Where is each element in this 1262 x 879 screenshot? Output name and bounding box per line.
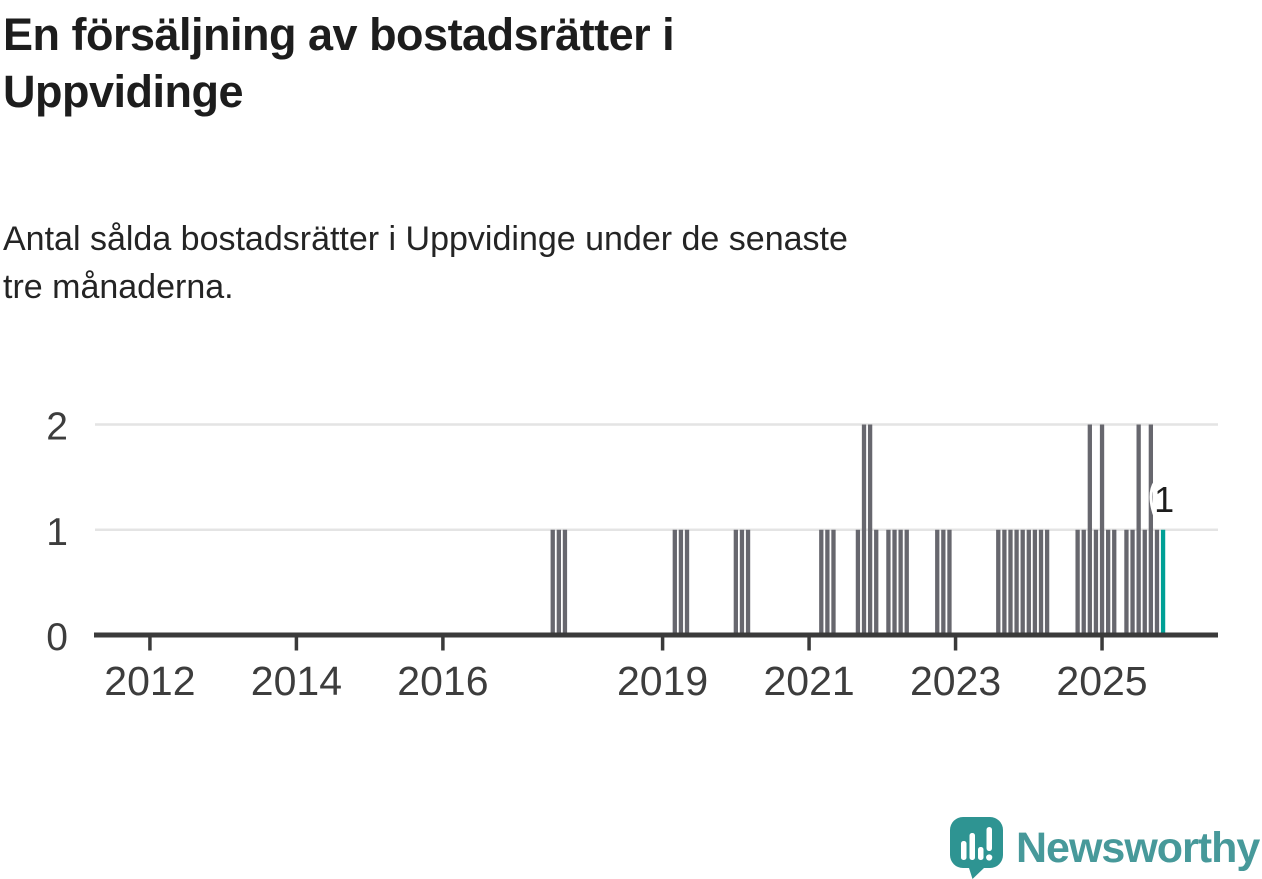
bar: [1044, 529, 1050, 635]
bar: [898, 529, 903, 635]
bar: [1093, 529, 1099, 635]
bar: [825, 529, 830, 635]
bar: [1154, 529, 1160, 635]
page-title-line-2: Uppvidinge: [3, 66, 244, 117]
newsworthy-logo-text: Newsworthy: [1016, 824, 1260, 872]
logo-exclamation-dot: [986, 854, 993, 861]
bar: [1136, 424, 1141, 635]
bar: [1105, 529, 1111, 635]
page-title-line-1: En försäljning av bostadsrätter i: [3, 9, 675, 60]
x-tick-2025: [1100, 637, 1104, 651]
bar: [562, 529, 568, 635]
x-tick-label-2014: 2014: [251, 658, 342, 704]
x-tick-2012: [148, 637, 152, 651]
bar: [1087, 424, 1092, 635]
bar: [1081, 529, 1086, 635]
bar: [1020, 529, 1025, 635]
x-tick-2014: [294, 637, 299, 651]
bar: [1130, 529, 1135, 635]
x-tick-label-2016: 2016: [397, 658, 488, 704]
bar: [996, 529, 1001, 635]
bar: [831, 529, 836, 635]
bar: [1148, 424, 1154, 635]
bar: [867, 424, 873, 635]
bar: [886, 529, 891, 635]
annotation-leader-line: [1149, 481, 1163, 529]
x-tick-label-2021: 2021: [763, 658, 854, 704]
newsworthy-bubble-chart-icon: [950, 817, 1003, 879]
bar: [819, 529, 824, 635]
bar: [745, 529, 751, 635]
x-tick-label-2012: 2012: [104, 658, 195, 704]
x-tick-2016: [441, 637, 445, 651]
x-tick-2023: [953, 637, 958, 651]
x-tick-label-2019: 2019: [617, 658, 708, 704]
bar: [672, 529, 677, 635]
bar: [550, 529, 555, 635]
logo-bar-3: [978, 847, 984, 860]
bar: [678, 529, 684, 635]
bar: [556, 529, 561, 635]
chart-subtitle-line-1: Antal sålda bostadsrätter i Uppvidinge u…: [3, 220, 848, 258]
bar: [892, 529, 897, 635]
newsworthy-logo: Newsworthy: [950, 815, 1262, 879]
bar: [1032, 529, 1038, 635]
annotation-label: 1: [1154, 479, 1174, 520]
chart-subtitle-line-2: tre månaderna.: [3, 268, 234, 306]
bar: [855, 529, 861, 635]
bar: [1112, 529, 1117, 635]
bar: [684, 529, 690, 635]
bar: [861, 424, 867, 635]
bar: [941, 529, 946, 635]
bar: [947, 529, 952, 635]
y-tick-label-2: 2: [46, 406, 68, 449]
bar: [733, 529, 738, 635]
bar: [874, 529, 879, 635]
page-title: En försäljning av bostadsrätter i Uppvid…: [3, 6, 675, 120]
bar: [1124, 529, 1129, 635]
bar: [1008, 529, 1013, 635]
logo-bar-1: [961, 841, 967, 860]
x-tick-label-2025: 2025: [1056, 658, 1147, 704]
x-tick-label-2023: 2023: [910, 658, 1001, 704]
chart-subtitle: Antal sålda bostadsrätter i Uppvidinge u…: [3, 215, 848, 311]
highlight-bar: [1160, 529, 1166, 635]
bar: [1075, 529, 1080, 635]
bar-chart: 2012 2014 2016 2019 2021 2023 2025 0 1 2 1: [46, 406, 1218, 704]
logo-bar-2: [969, 833, 975, 860]
logo-bubble-shape: [950, 817, 1003, 879]
bar: [1142, 529, 1147, 635]
bar: [1026, 529, 1031, 635]
bar: [1002, 529, 1007, 635]
bar: [904, 529, 909, 635]
y-tick-label-1: 1: [46, 511, 68, 554]
bar: [1014, 529, 1019, 635]
x-tick-2021: [807, 637, 811, 651]
bar: [935, 529, 940, 635]
bar: [1099, 424, 1105, 635]
y-tick-label-0: 0: [46, 616, 68, 659]
bar: [1038, 529, 1044, 635]
logo-exclamation-stem: [986, 827, 992, 851]
bar: [739, 529, 745, 635]
x-tick-2019: [660, 637, 665, 651]
